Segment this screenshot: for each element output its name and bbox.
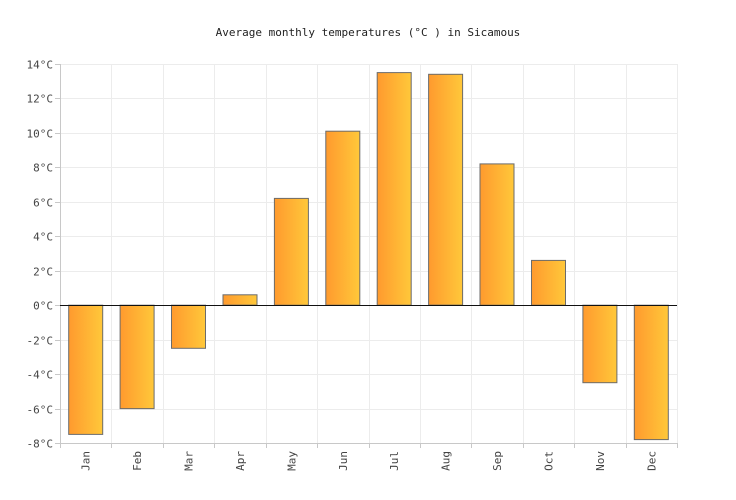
bars <box>68 72 669 441</box>
x-tick-label: Sep <box>491 451 504 471</box>
axes <box>55 64 678 448</box>
x-tick-label: Jun <box>337 451 350 471</box>
x-tick-label: Feb <box>131 451 144 471</box>
tick-labels: -8°C -6°C -4°C -2°C 0°C 2°C 4°C 6°C 8°C 10°C 12°C 1… <box>27 59 659 471</box>
bar-feb <box>119 304 155 410</box>
bar-aug <box>428 73 464 306</box>
y-tick-label: 0°C <box>33 300 53 313</box>
chart-title: Average monthly temperatures (°C ) in Si… <box>216 26 521 39</box>
x-tick-label: May <box>285 451 298 471</box>
y-tick-label: 12°C <box>27 93 54 106</box>
bar-jan <box>68 304 104 435</box>
bar-dec <box>633 304 669 441</box>
bar-apr <box>222 294 258 306</box>
bar-oct <box>531 259 566 306</box>
bar-jul <box>376 72 412 306</box>
y-tick-label: -4°C <box>27 369 54 382</box>
y-tick-label: -6°C <box>27 404 54 417</box>
y-tick-label: 10°C <box>27 128 54 141</box>
y-tick-label: 6°C <box>33 197 53 210</box>
bar-sep <box>479 163 515 306</box>
y-tick-label: 8°C <box>33 162 53 175</box>
y-tick-label: 4°C <box>33 231 53 244</box>
bar-mar <box>171 304 206 349</box>
x-tick-label: Nov <box>594 451 607 471</box>
bar-nov <box>582 304 618 384</box>
x-tick-label: Mar <box>183 451 196 471</box>
x-tick-label: Jan <box>80 451 93 471</box>
x-tick-label: Apr <box>234 451 247 471</box>
x-tick-label: Oct <box>542 451 555 471</box>
y-tick-label: 2°C <box>33 266 53 279</box>
bar-may <box>273 197 309 306</box>
x-tick-label: Aug <box>440 451 453 471</box>
y-tick-label: -8°C <box>27 438 54 451</box>
y-tick-label: -2°C <box>27 335 54 348</box>
x-tick-label: Jul <box>388 451 401 471</box>
bar-jun <box>325 130 361 306</box>
x-tick-label: Dec <box>645 451 658 471</box>
y-tick-label: 14°C <box>27 59 54 72</box>
